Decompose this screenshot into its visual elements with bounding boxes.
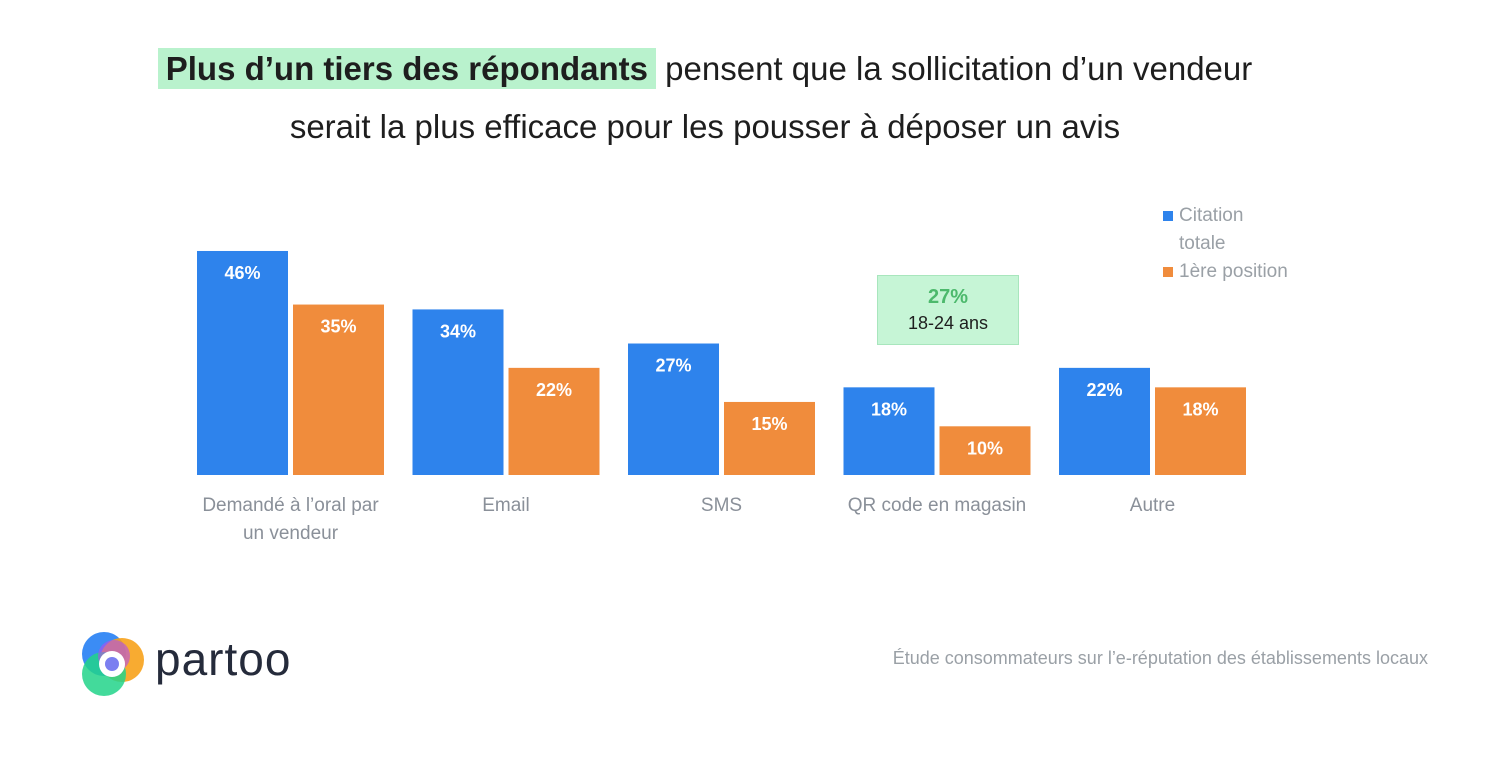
annotation-callout: 27% 18-24 ans xyxy=(877,275,1019,345)
category-label: un vendeur xyxy=(243,523,339,544)
legend: Citation totale 1ère position xyxy=(1163,202,1288,286)
bar-citation-totale xyxy=(843,387,935,475)
category-label: Demandé à l’oral par xyxy=(202,495,379,516)
category-label: Email xyxy=(482,495,530,516)
bar-data-label: 10% xyxy=(967,438,1003,458)
legend-swatch xyxy=(1163,210,1173,221)
annotation-value: 27% xyxy=(927,286,969,308)
source-note: Étude consommateurs sur l’e-réputation d… xyxy=(892,648,1428,668)
bar-data-label: 27% xyxy=(655,356,691,376)
category-label: Autre xyxy=(1130,495,1175,516)
legend-label: totale xyxy=(1179,233,1226,254)
bar-citation-totale xyxy=(197,250,288,475)
bar-1ere-position xyxy=(1155,387,1246,475)
bar-1ere-position xyxy=(724,401,815,475)
bar-data-label: 18% xyxy=(1182,399,1218,419)
bar-data-label: 15% xyxy=(751,414,787,434)
title-highlight: Plus d’un tiers des répondants xyxy=(157,48,656,89)
partoo-logo-text: partoo xyxy=(155,633,292,685)
chart-title-line1: Plus d’un tiers des répondants pensent q… xyxy=(0,48,1420,89)
category-label: QR code en magasin xyxy=(848,495,1027,516)
partoo-logo-icon xyxy=(82,632,144,696)
bar-citation-totale xyxy=(1059,367,1150,475)
bar-data-label: 46% xyxy=(224,263,260,283)
chart-title-line2: serait la plus efficace pour les pousser… xyxy=(289,108,1121,145)
legend-label: Citation xyxy=(1179,205,1244,226)
bar-data-label: 22% xyxy=(536,380,572,400)
bar-citation-totale xyxy=(628,343,719,475)
legend-label: 1ère position xyxy=(1179,261,1288,282)
annotation-label: 18-24 ans xyxy=(907,313,989,333)
bar-1ere-position xyxy=(508,367,600,475)
legend-item-citation-totale: Citation totale xyxy=(1163,202,1288,258)
bar-data-label: 35% xyxy=(320,317,356,337)
bar-1ere-position xyxy=(939,426,1031,475)
category-label: SMS xyxy=(701,495,742,516)
title-rest: pensent que la sollicitation d’un vendeu… xyxy=(665,50,1253,87)
legend-item-1ere-position: 1ère position xyxy=(1163,258,1288,286)
bar-data-label: 34% xyxy=(440,321,476,341)
bar-data-label: 22% xyxy=(1086,380,1122,400)
legend-swatch xyxy=(1163,266,1173,277)
bar-1ere-position xyxy=(293,304,384,475)
bar-citation-totale xyxy=(412,309,504,475)
bar-data-label: 18% xyxy=(871,399,907,419)
